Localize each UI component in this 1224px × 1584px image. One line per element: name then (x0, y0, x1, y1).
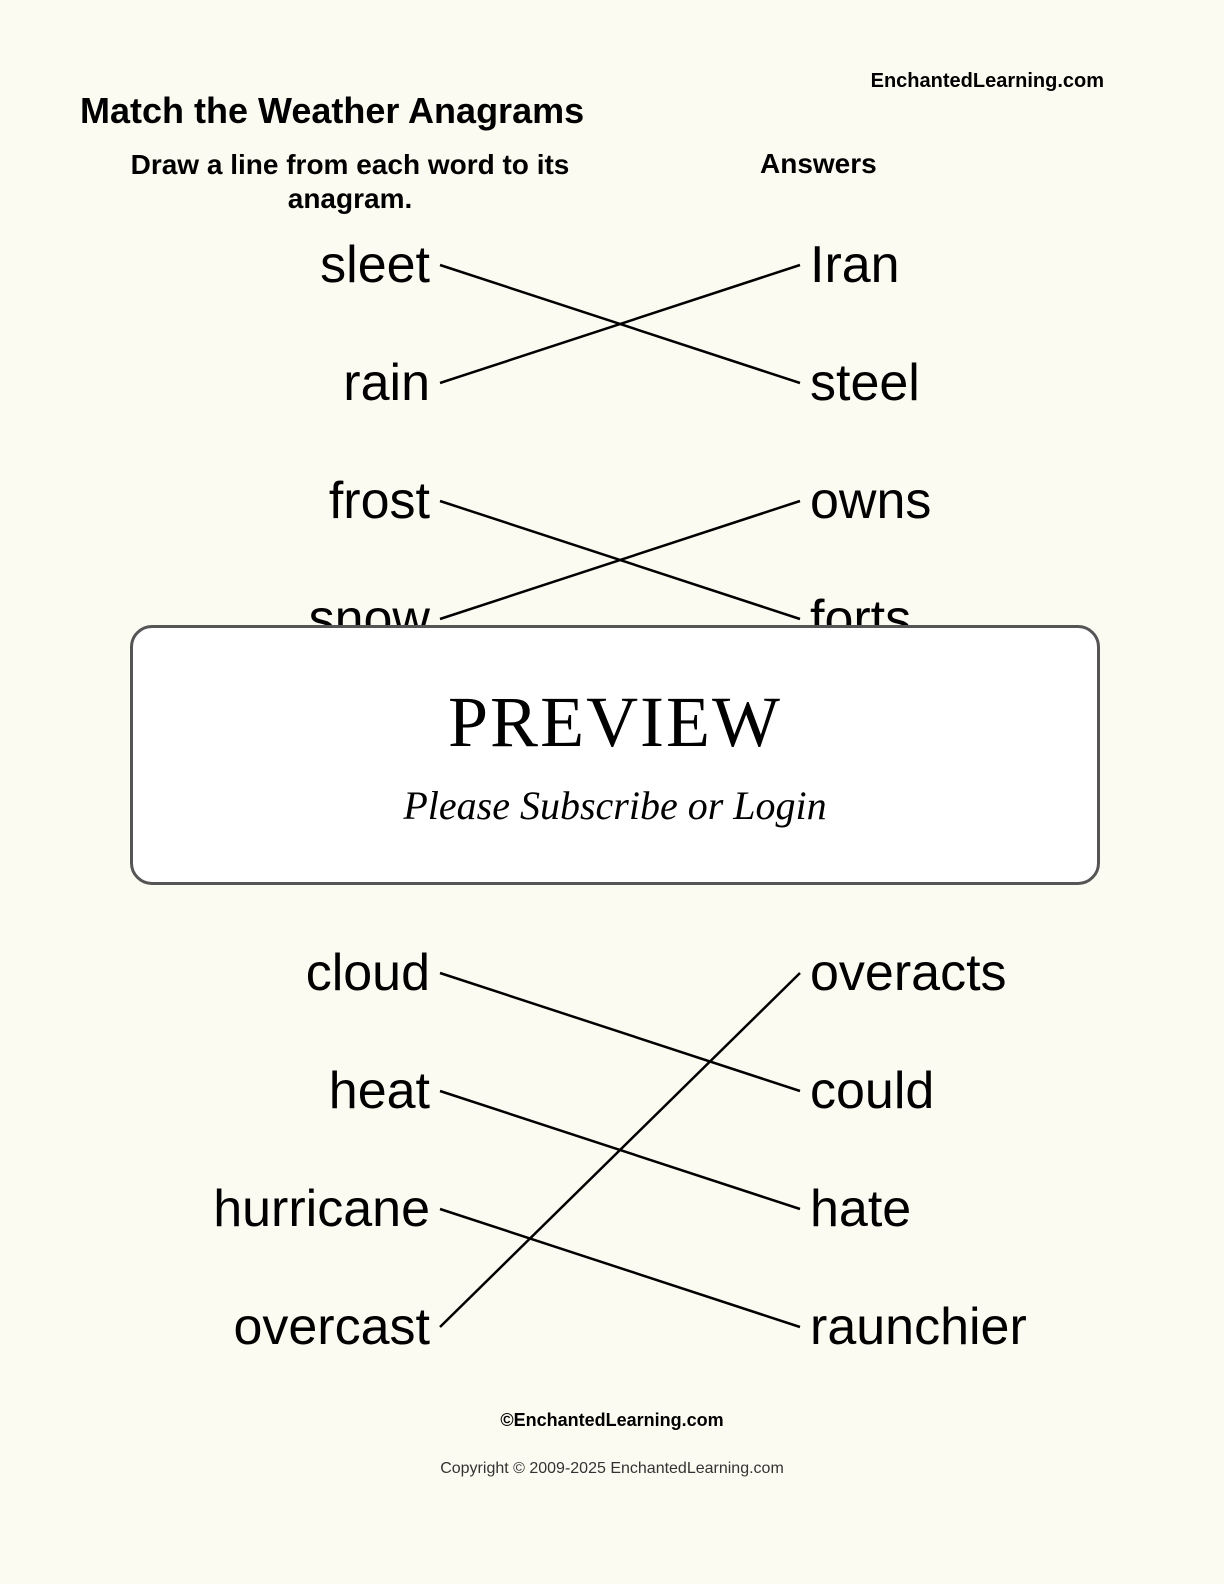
preview-subtitle: Please Subscribe or Login (403, 782, 826, 829)
copyright-text: Copyright © 2009-2025 EnchantedLearning.… (80, 1460, 1144, 1478)
preview-overlay: PREVIEW Please Subscribe or Login (130, 625, 1100, 885)
connection-line (440, 1091, 800, 1209)
connection-line (440, 265, 800, 383)
connection-line (440, 1209, 800, 1327)
left-word: sleet (320, 235, 430, 295)
right-word: steel (810, 353, 920, 413)
connection-line (440, 973, 800, 1091)
answers-label: Answers (760, 148, 877, 180)
right-word: raunchier (810, 1297, 1027, 1357)
footer-brand: ©EnchantedLearning.com (80, 1410, 1144, 1431)
left-word: cloud (306, 943, 430, 1003)
worksheet-page: EnchantedLearning.com Match the Weather … (80, 70, 1144, 1470)
connection-line (440, 265, 800, 383)
right-word: owns (810, 471, 931, 531)
left-word: hurricane (213, 1179, 430, 1239)
instructions-text: Draw a line from each word to its anagra… (80, 148, 620, 215)
left-word: rain (343, 353, 430, 413)
connection-line (440, 501, 800, 619)
right-word: could (810, 1061, 934, 1121)
preview-title: PREVIEW (448, 681, 782, 764)
right-word: overacts (810, 943, 1007, 1003)
site-header: EnchantedLearning.com (871, 70, 1104, 93)
left-word: heat (329, 1061, 430, 1121)
connection-line (440, 501, 800, 619)
left-word: frost (329, 471, 430, 531)
left-word: overcast (233, 1297, 430, 1357)
connection-line (440, 973, 800, 1327)
right-word: hate (810, 1179, 911, 1239)
right-word: Iran (810, 235, 900, 295)
worksheet-title: Match the Weather Anagrams (80, 90, 584, 132)
